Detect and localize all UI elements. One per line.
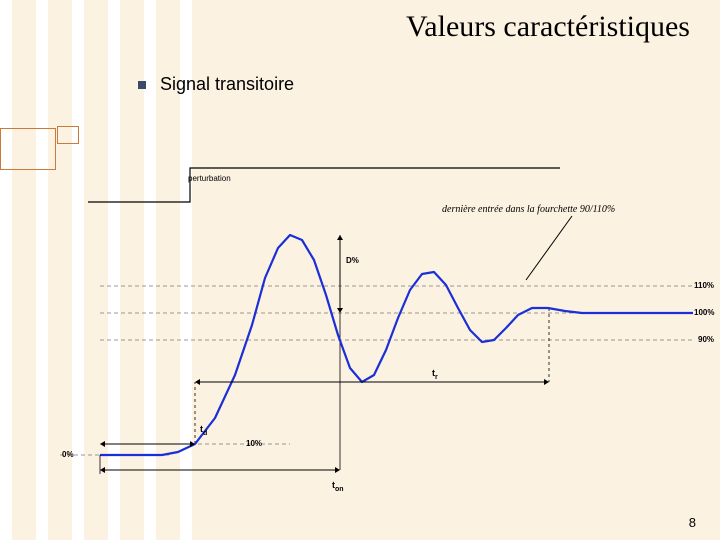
level-0-label: 0% xyxy=(62,450,74,459)
tr-label: tr xyxy=(432,368,438,381)
annotation-fourchette: dernière entrée dans la fourchette 90/11… xyxy=(442,204,615,215)
td-label: td xyxy=(200,424,207,437)
slide: Valeurs caractéristiques Signal transito… xyxy=(0,0,720,540)
page-number: 8 xyxy=(689,515,696,530)
level-90-label: 90% xyxy=(698,335,714,344)
page-title: Valeurs caractéristiques xyxy=(406,10,690,44)
d-percent-label: D% xyxy=(346,256,359,265)
perturbation-label: perturbation xyxy=(188,174,231,183)
level-110-label: 110% xyxy=(694,281,714,290)
level-100-label: 100% xyxy=(694,308,714,317)
bullet-icon xyxy=(138,81,146,89)
subtitle-text: Signal transitoire xyxy=(160,74,294,95)
subtitle-row: Signal transitoire xyxy=(138,74,294,95)
deco-small-square xyxy=(57,126,79,144)
ton-label: ton xyxy=(332,480,344,493)
signal-diagram: perturbation dernière entrée dans la fou… xyxy=(0,150,720,520)
level-10-label: 10% xyxy=(246,439,262,448)
